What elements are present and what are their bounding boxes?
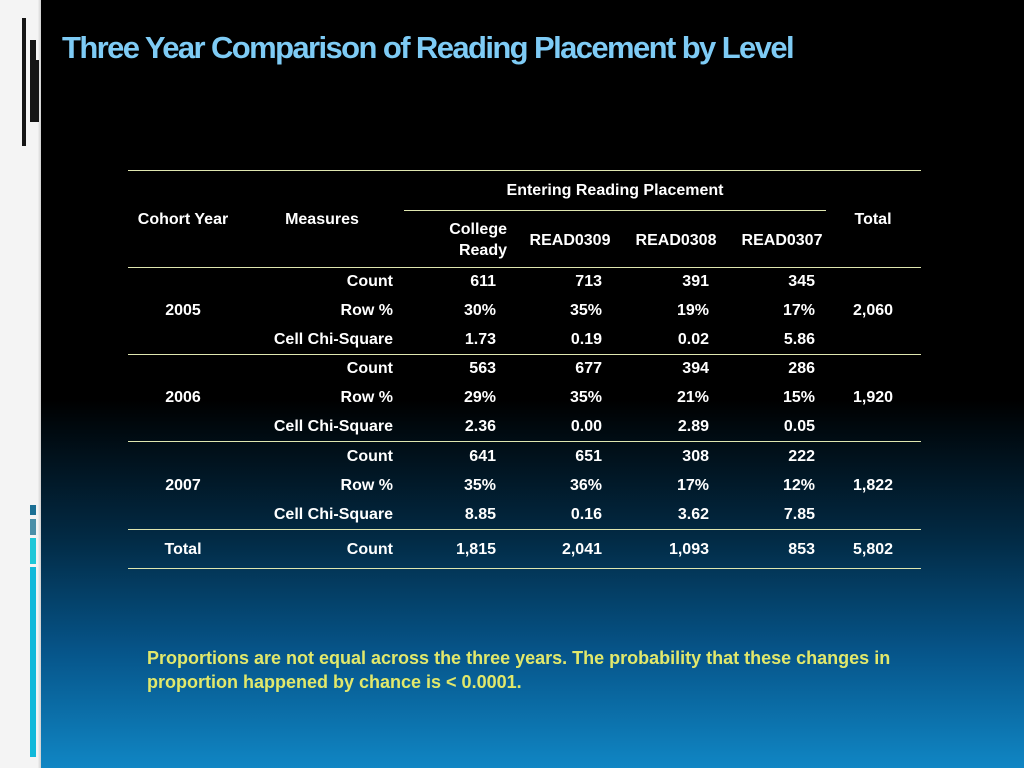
value-cell: 2.89: [677, 418, 709, 435]
header-cohort-year: Cohort Year: [137, 211, 229, 228]
value-cell: 641: [469, 448, 496, 465]
header-read0308: READ0308: [635, 232, 717, 249]
value-cell: 35%: [569, 389, 602, 406]
value-cell: 12%: [782, 477, 815, 494]
total-value-cell: 853: [788, 541, 815, 558]
value-cell: 17%: [782, 302, 815, 319]
value-cell: 308: [682, 448, 709, 465]
cohort-year-cell: 2007: [165, 477, 201, 494]
slide-title: Three Year Comparison of Reading Placeme…: [62, 30, 795, 65]
measure-label: Count: [346, 360, 393, 377]
measure-label: Row %: [340, 389, 393, 406]
value-cell: 563: [469, 360, 496, 377]
decor-block-light: [30, 538, 36, 564]
value-cell: 286: [788, 360, 815, 377]
header-read0307: READ0307: [741, 232, 823, 249]
value-cell: 30%: [463, 302, 496, 319]
total-value-cell: 1,093: [668, 541, 709, 558]
value-cell: 0.00: [570, 418, 602, 435]
value-cell: 222: [788, 448, 815, 465]
value-cell: 19%: [676, 302, 709, 319]
value-cell: 611: [470, 273, 496, 290]
value-cell: 8.85: [464, 506, 496, 523]
measure-label: Count: [346, 273, 393, 290]
decor-bar: [22, 18, 26, 146]
table-top-rule: [128, 170, 921, 171]
decor-bar: [30, 40, 36, 122]
total-value-cell: 1,815: [455, 541, 496, 558]
cohort-year-cell: 2005: [165, 302, 201, 319]
decor-block-dark: [30, 505, 36, 515]
measure-label: Cell Chi-Square: [273, 331, 393, 348]
value-cell: 2.36: [464, 418, 496, 435]
row-total-cell: 1,920: [852, 389, 894, 406]
total-row-measure: Count: [346, 541, 393, 558]
value-cell: 17%: [676, 477, 709, 494]
measure-label: Row %: [340, 477, 393, 494]
value-cell: 0.05: [783, 418, 815, 435]
measure-label: Cell Chi-Square: [273, 418, 393, 435]
header-measures: Measures: [285, 211, 359, 228]
group-divider-rule: [128, 354, 921, 355]
value-cell: 677: [575, 360, 602, 377]
measure-label: Cell Chi-Square: [273, 506, 393, 523]
value-cell: 0.16: [570, 506, 602, 523]
group-header: Entering Reading Placement: [506, 182, 724, 199]
value-cell: 713: [575, 273, 602, 290]
total-row-label: Total: [164, 541, 202, 558]
header-total: Total: [854, 211, 892, 228]
decor-bar: [36, 60, 39, 122]
value-cell: 0.19: [570, 331, 602, 348]
header-bottom-rule: [128, 267, 921, 268]
grand-total-cell: 5,802: [852, 541, 894, 558]
value-cell: 345: [788, 273, 815, 290]
value-cell: 15%: [782, 389, 815, 406]
decor-bar-cyan: [30, 567, 36, 757]
header-read0309: READ0309: [529, 232, 611, 249]
group-header-rule: [404, 210, 826, 211]
conclusion-note: Proportions are not equal across the thr…: [147, 648, 891, 692]
total-value-cell: 2,041: [561, 541, 602, 558]
value-cell: 29%: [463, 389, 496, 406]
value-cell: 5.86: [783, 331, 815, 348]
value-cell: 35%: [463, 477, 496, 494]
value-cell: 394: [682, 360, 709, 377]
value-cell: 35%: [569, 302, 602, 319]
measure-label: Count: [346, 448, 393, 465]
row-total-cell: 1,822: [852, 477, 894, 494]
value-cell: 391: [682, 273, 709, 290]
value-cell: 36%: [569, 477, 602, 494]
value-cell: 1.73: [464, 331, 496, 348]
decor-block-mid: [30, 519, 36, 535]
group-divider-rule: [128, 441, 921, 442]
value-cell: 3.62: [677, 506, 709, 523]
value-cell: 7.85: [783, 506, 815, 523]
group-divider-rule: [128, 529, 921, 530]
value-cell: 21%: [676, 389, 709, 406]
value-cell: 0.02: [677, 331, 709, 348]
value-cell: 651: [575, 448, 602, 465]
table-bottom-rule: [128, 568, 921, 569]
cohort-year-cell: 2006: [165, 389, 201, 406]
measure-label: Row %: [340, 302, 393, 319]
header-college-ready-line2: Ready: [458, 242, 507, 259]
row-total-cell: 2,060: [852, 302, 894, 319]
header-college-ready-line1: College: [449, 221, 507, 238]
